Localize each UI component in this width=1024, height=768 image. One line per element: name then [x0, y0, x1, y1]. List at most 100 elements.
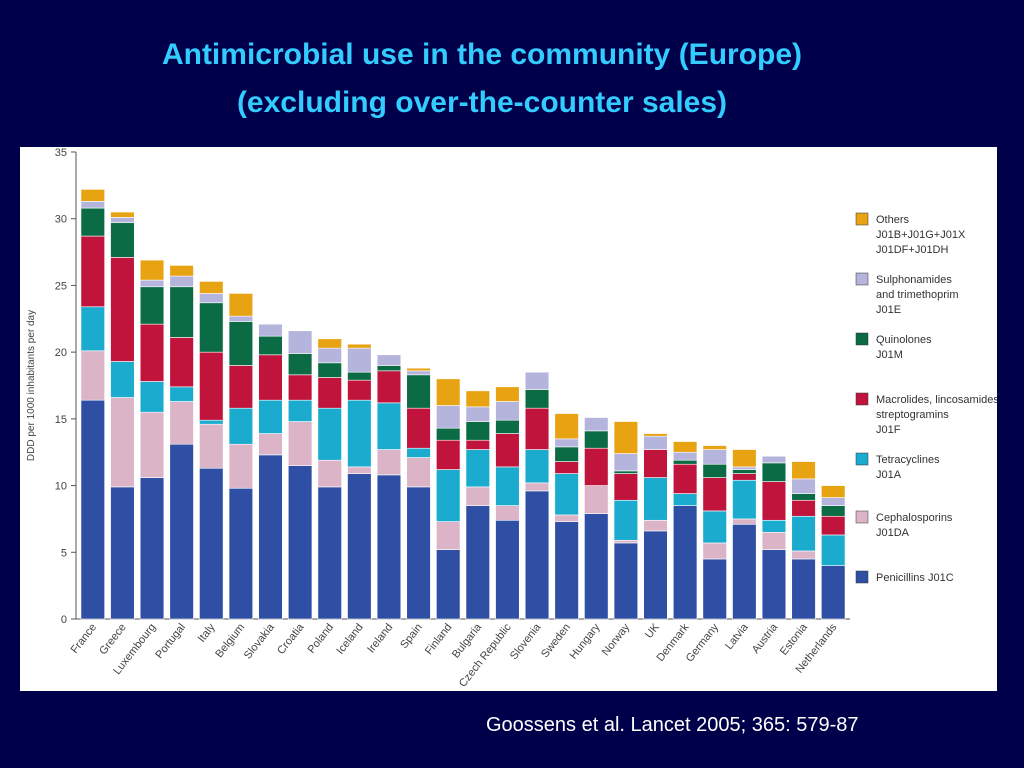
bar-segment: [80, 189, 105, 202]
bar-segment: [317, 459, 342, 488]
legend-label: Sulphonamides: [876, 274, 952, 286]
bar-segment: [169, 286, 194, 338]
bar-segment: [228, 315, 254, 322]
bar-segment: [317, 338, 342, 349]
bar-segment: [436, 521, 461, 550]
bar-segment: [613, 453, 639, 472]
x-tick-label: Italy: [196, 621, 218, 645]
bar-segment: [228, 365, 254, 409]
legend-label: J01M: [876, 349, 903, 361]
bar-segment: [613, 421, 639, 454]
bar-segment: [584, 513, 609, 620]
bar-segment: [672, 459, 698, 465]
bar-segment: [643, 477, 668, 521]
bar-segment: [761, 481, 787, 521]
x-tick-label: Slovakia: [242, 621, 278, 662]
bar-segment: [495, 519, 520, 620]
bar-segment: [791, 499, 816, 517]
bar-segment: [702, 542, 727, 560]
bar-segment: [702, 477, 727, 512]
bar-segment: [702, 510, 727, 544]
x-tick-label: Spain: [398, 621, 425, 651]
bar-segment: [821, 505, 846, 517]
bar-segment: [376, 449, 402, 476]
bar-segment: [732, 479, 757, 520]
x-tick-label: Poland: [306, 621, 337, 655]
legend-label: J01B+J01G+J01X: [876, 229, 966, 241]
bar-segment: [524, 407, 550, 450]
bar-segment: [110, 222, 135, 258]
bar-segment: [139, 286, 165, 325]
bar-segment: [436, 469, 461, 522]
bar-segment: [524, 449, 550, 484]
bar-segment: [613, 499, 639, 541]
bar-segment: [465, 449, 490, 488]
bar-segment: [672, 441, 698, 453]
bar-segment: [436, 378, 461, 406]
bar-segment: [672, 451, 698, 461]
bar-segment: [584, 430, 609, 449]
legend-label: Quinolones: [876, 334, 932, 346]
bar-segment: [287, 330, 313, 354]
bar-segment: [791, 461, 816, 480]
y-tick-label: 10: [55, 481, 67, 493]
bar-segment: [376, 474, 402, 620]
x-tick-label: Ireland: [365, 621, 395, 655]
bar-segment: [110, 486, 135, 620]
bar-segment: [406, 447, 431, 458]
bar-segment: [643, 433, 668, 437]
y-tick-label: 25: [55, 280, 67, 292]
bar-segment: [376, 365, 402, 372]
bar-segment: [495, 401, 520, 421]
bar-segment: [228, 293, 254, 317]
bar-segment: [228, 487, 254, 620]
bar-segment: [613, 542, 639, 620]
bar-segment: [287, 374, 313, 401]
bar-segment: [791, 515, 816, 552]
bar-segment: [495, 386, 520, 402]
bar-segment: [554, 473, 579, 516]
legend-label: J01A: [876, 469, 902, 481]
bar-segment: [702, 449, 727, 465]
bar-segment: [495, 433, 520, 468]
bar-segment: [524, 389, 550, 409]
bar-segment: [317, 362, 342, 378]
legend-label: Cephalosporins: [876, 512, 953, 524]
y-tick-label: 5: [61, 547, 67, 559]
legend-label: streptogramins: [876, 409, 949, 421]
bar-segment: [169, 337, 194, 388]
bar-segment: [761, 549, 787, 620]
bar-segment: [287, 465, 313, 620]
y-tick-label: 20: [55, 347, 67, 359]
bar-segment: [80, 306, 105, 352]
bar-segment: [821, 565, 846, 620]
bar-segment: [110, 211, 135, 218]
bar-segment: [110, 397, 135, 488]
bar-segment: [791, 558, 816, 620]
bar-segment: [80, 235, 105, 308]
bar-segment: [436, 405, 461, 429]
bar-segment: [199, 302, 224, 353]
bar-segment: [613, 470, 639, 474]
bar-segment: [287, 399, 313, 422]
bar-segment: [613, 539, 639, 544]
legend-swatch: [855, 212, 869, 226]
bar-segment: [317, 347, 342, 364]
bar-segment: [199, 281, 224, 294]
bar-segment: [169, 265, 194, 277]
bar-segment: [732, 523, 757, 620]
bar-segment: [554, 461, 579, 474]
slide-title-line1: Antimicrobial use in the community (Euro…: [161, 38, 803, 71]
bar-segment: [406, 407, 431, 449]
y-tick-label: 0: [61, 614, 67, 626]
bar-segment: [821, 515, 846, 536]
bar-segment: [465, 486, 490, 506]
legend-label: Others: [876, 214, 910, 226]
legend-label: J01DA: [876, 527, 910, 539]
bar-segment: [347, 473, 372, 620]
bar-segment: [732, 469, 757, 474]
bar-segment: [169, 386, 194, 402]
x-tick-label: Austria: [750, 621, 781, 656]
bar-segment: [139, 381, 165, 413]
bar-segment: [258, 454, 283, 620]
